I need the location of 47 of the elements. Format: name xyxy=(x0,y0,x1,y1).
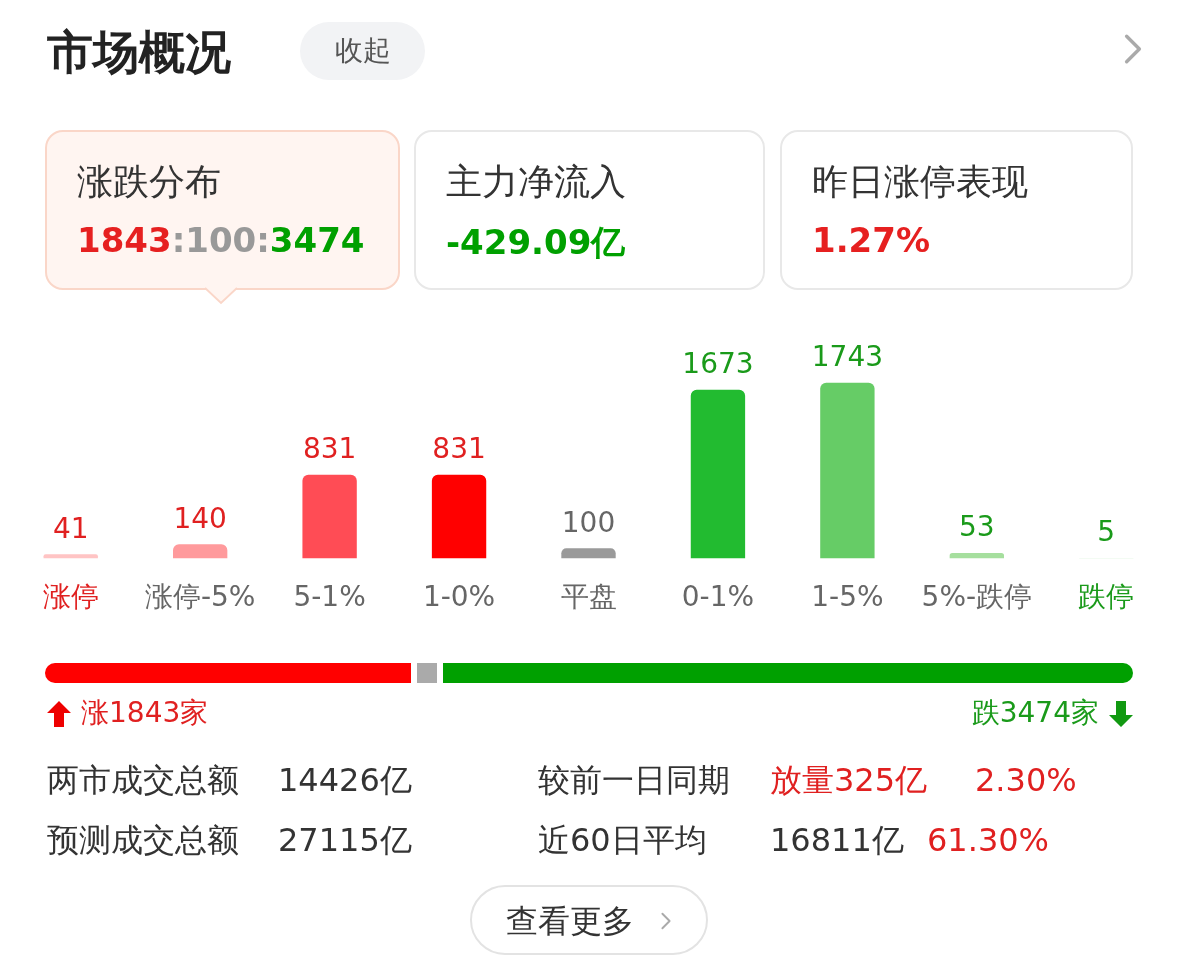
x-tick-label: 1-0% xyxy=(422,580,496,614)
bar xyxy=(172,544,228,559)
data-label: 140 xyxy=(173,501,227,535)
text: 收起 xyxy=(300,22,425,80)
text: 1843:100:3474 xyxy=(77,220,365,260)
bar xyxy=(302,474,357,559)
x-tick-label: 平盘 xyxy=(560,580,617,614)
bar xyxy=(561,548,616,559)
text: 较前一日同期 xyxy=(538,760,730,800)
text: 涨1843家 xyxy=(81,695,209,731)
data-label: 1743 xyxy=(811,340,884,374)
bar xyxy=(949,553,1005,559)
text: 2.30% xyxy=(975,760,1077,800)
text: 16811亿 xyxy=(770,820,904,860)
text: 14426亿 xyxy=(278,760,412,800)
bar xyxy=(820,382,875,559)
text: 两市成交总额 xyxy=(47,760,239,800)
text: 27115亿 xyxy=(278,820,412,860)
data-label: 100 xyxy=(561,505,616,539)
x-tick-label: 0-1% xyxy=(681,580,755,614)
x-tick-label: 跌停 xyxy=(1078,580,1135,614)
bar xyxy=(43,554,98,559)
text: 涨跌分布 xyxy=(77,160,221,204)
text: 近60日平均 xyxy=(538,820,707,860)
data-label: 1673 xyxy=(682,347,754,381)
bar xyxy=(690,389,746,559)
x-tick-label: 5%-跌停 xyxy=(921,580,1033,614)
data-label: 41 xyxy=(52,511,89,545)
text: 主力净流入 xyxy=(446,160,626,204)
x-tick-label: 1-5% xyxy=(811,580,884,614)
x-tick-label: 涨停 xyxy=(42,580,99,614)
text: 放量325亿 xyxy=(770,760,928,800)
x-tick-label: 涨停-5% xyxy=(144,580,256,614)
text: 昨日涨停表现 xyxy=(812,160,1028,204)
data-label: 831 xyxy=(432,431,486,465)
text: 跌3474家 xyxy=(971,695,1099,731)
text: 61.30% xyxy=(927,820,1050,860)
data-label: 831 xyxy=(302,431,357,465)
text: 查看更多 xyxy=(506,901,634,941)
text: 市场概况 xyxy=(47,24,231,81)
data-label: 53 xyxy=(959,510,995,544)
data-label: 5 xyxy=(1097,515,1116,549)
bar xyxy=(431,474,487,559)
text: -429.09亿 xyxy=(446,222,626,262)
x-tick-label: 5-1% xyxy=(293,580,366,614)
text: 预测成交总额 xyxy=(47,820,239,860)
text: 1.27% xyxy=(812,220,930,260)
